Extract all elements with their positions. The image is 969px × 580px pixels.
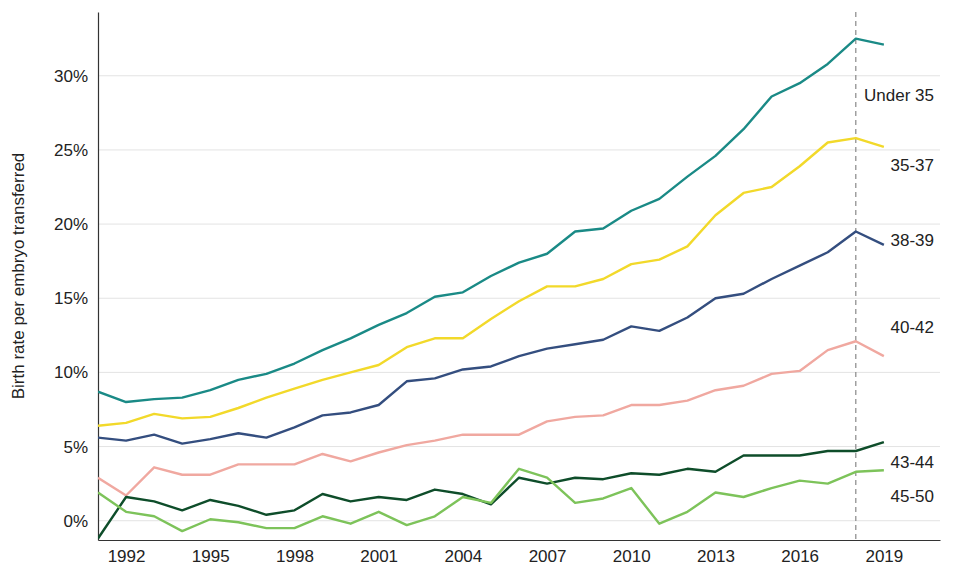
y-axis: 0% 5% 10% 15% 20% 25% 30%: [54, 13, 99, 541]
series-label: 38-39: [891, 231, 934, 250]
y-tick: 10%: [54, 363, 98, 382]
series-label: 35-37: [891, 156, 934, 175]
y-tick: 0%: [63, 512, 98, 531]
x-tick-label: 2004: [444, 547, 482, 566]
series-label: Under 35: [864, 86, 934, 105]
lines: [98, 12, 884, 540]
y-tick: 20%: [54, 215, 98, 234]
x-tick: 2004: [444, 540, 482, 566]
x-tick: 1995: [192, 540, 230, 566]
grid-line: [98, 446, 940, 447]
x-tick-label: 1995: [192, 547, 230, 566]
x-tick: 2013: [697, 540, 735, 566]
x-tick-label: 2013: [697, 547, 735, 566]
grid-line: [98, 149, 940, 150]
x-tick-label: 2019: [865, 547, 903, 566]
x-tick: 2010: [613, 540, 651, 566]
x-tick-label: 2007: [529, 547, 567, 566]
x-tick: 2001: [360, 540, 398, 566]
y-tick-label: 5%: [63, 438, 88, 457]
x-tick-label: 1992: [108, 547, 146, 566]
grid-line: [98, 372, 940, 373]
x-axis-line: [99, 540, 941, 541]
series-line: [98, 341, 884, 495]
series-line: [98, 442, 884, 538]
y-tick: 5%: [63, 438, 98, 457]
x-axis: 1992 1995 1998 2001 2004 2007 2010 2013 2016 2019: [99, 540, 941, 566]
y-tick-label: 10%: [54, 363, 88, 382]
series-label: 40-42: [891, 318, 934, 337]
x-tick-label: 2010: [613, 547, 651, 566]
x-tick: 1998: [276, 540, 314, 566]
plot-area: 0% 5% 10% 15% 20% 25% 30% 1992 1995 1998 2001 2004 2…: [54, 12, 941, 566]
x-tick: 2007: [529, 540, 567, 566]
x-tick: 2016: [781, 540, 819, 566]
x-tick-label: 2016: [781, 547, 819, 566]
grid-line: [98, 224, 940, 225]
x-tick-label: 1998: [276, 547, 314, 566]
y-tick-label: 15%: [54, 289, 88, 308]
series-label: 45-50: [891, 487, 934, 506]
x-tick-label: 2001: [360, 547, 398, 566]
y-tick-label: 25%: [54, 141, 88, 160]
y-tick: 25%: [54, 141, 98, 160]
y-axis-title: Birth rate per embryo transferred: [9, 153, 28, 400]
reference-line: [855, 12, 856, 540]
x-tick: 2019: [865, 540, 903, 566]
y-tick-label: 20%: [54, 215, 88, 234]
series-line: [98, 469, 884, 531]
y-tick: 15%: [54, 289, 98, 308]
y-tick: 30%: [54, 67, 98, 86]
series-line: [98, 232, 884, 444]
grid-line: [98, 75, 940, 76]
y-tick-label: 0%: [63, 512, 88, 531]
x-tick: 1992: [108, 540, 146, 566]
grid-line: [98, 298, 940, 299]
series-line: [98, 39, 884, 402]
y-tick-label: 30%: [54, 67, 88, 86]
chart: 0% 5% 10% 15% 20% 25% 30% 1992 1995 1998 2001 2004 2…: [0, 0, 969, 580]
y-axis-line: [98, 13, 99, 541]
series-label: 43-44: [891, 453, 934, 472]
series-labels: Under 35 35-37 38-39 40-42 43-44 45-50: [864, 86, 934, 507]
